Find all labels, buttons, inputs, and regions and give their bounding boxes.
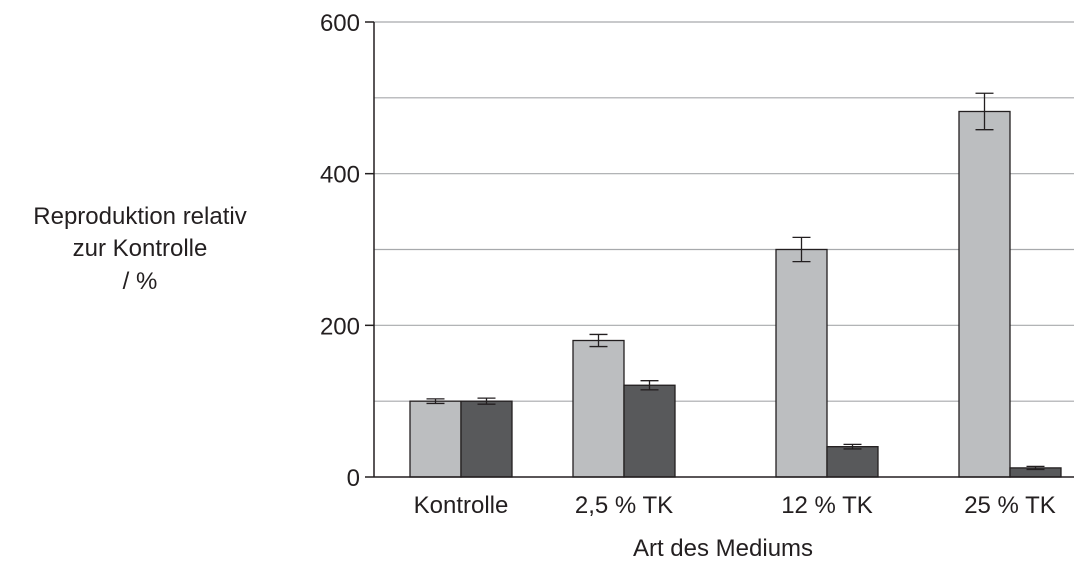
error-bars [426,92,1045,471]
y-tick-label-400: 400 [320,162,360,189]
y-axis-title-line-2: zur Kontrolle [73,235,208,262]
y-tick-label-600: 600 [320,10,360,37]
y-tick-label-200: 200 [320,313,360,340]
bar-s0-c0 [409,400,462,478]
x-tick-label-1: 2,5 % TK [575,492,673,519]
x-tick-labels: Kontrolle 2,5 % TK 12 % TK 25 % TK [414,492,1056,519]
bar-s1-c2 [826,446,879,478]
y-axis-title-line-1: Reproduktion relativ [33,203,246,230]
x-tick-label-0: Kontrolle [414,492,509,519]
y-tick-labels: 0 200 400 600 [320,10,360,492]
y-axis-title: Reproduktion relativ zur Kontrolle / % [33,203,246,295]
bar-s1-c1 [623,384,676,478]
bar-s0-c2 [775,248,828,478]
bars [409,110,1062,478]
y-tick-label-0: 0 [347,465,360,492]
axes [365,21,1074,478]
y-axis-title-line-3: / % [123,268,158,295]
bar-s0-c1 [572,339,625,478]
x-tick-label-2: 12 % TK [781,492,873,519]
bar-s1-c0 [460,400,513,478]
bar-s0-c3 [958,110,1011,478]
x-tick-label-3: 25 % TK [964,492,1056,519]
gridlines [374,21,1074,402]
x-axis-title: Art des Mediums [633,535,813,562]
